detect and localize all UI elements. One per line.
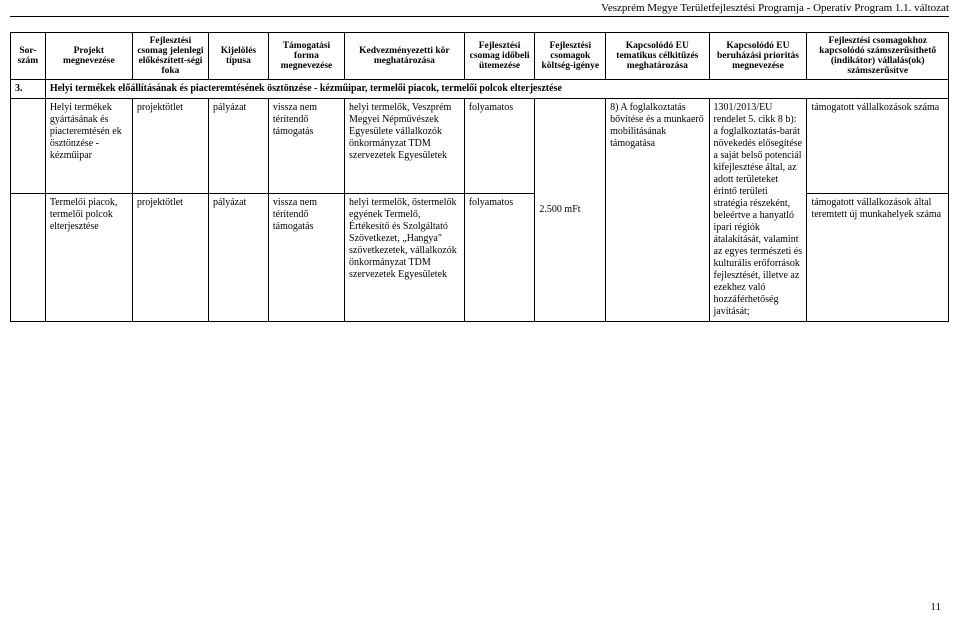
section-title: Helyi termékek előállításának és piacter… xyxy=(45,80,948,99)
cell-idobeli: folyamatos xyxy=(464,193,535,321)
cell-kijeloles: pályázat xyxy=(209,193,269,321)
cell-eu-tematikus-merged: 8) A foglalkoztatás bővítése és a munkae… xyxy=(606,99,709,322)
program-table: Sor-szám Projekt megnevezése Fejlesztési… xyxy=(10,32,949,322)
section-num: 3. xyxy=(11,80,46,99)
col-tamogatasi: Támogatási forma megnevezése xyxy=(268,33,344,80)
col-kijeloles: Kijelölés típusa xyxy=(209,33,269,80)
col-eu-tematikus: Kapcsolódó EU tematikus célkitűzés megha… xyxy=(606,33,709,80)
cell-tamogatasi: vissza nem térítendő támogatás xyxy=(268,99,344,194)
cell-idobeli: folyamatos xyxy=(464,99,535,194)
cell-eu-beruhazasi-merged: 1301/2013/EU rendelet 5. cikk 8 b): a fo… xyxy=(709,99,807,322)
cell-fok: projektötlet xyxy=(132,99,208,194)
cell-projekt: Helyi termékek gyártásának és piacteremt… xyxy=(45,99,132,194)
col-indikator: Fejlesztési csomagokhoz kapcsolódó száms… xyxy=(807,33,949,80)
section-row: 3. Helyi termékek előállításának és piac… xyxy=(11,80,949,99)
col-kedvezmenyezetti: Kedvezményezetti kör meghatározása xyxy=(345,33,465,80)
table-header-row: Sor-szám Projekt megnevezése Fejlesztési… xyxy=(11,33,949,80)
cell-sorszam xyxy=(11,193,46,321)
cell-projekt: Termelői piacok, termelői polcok elterje… xyxy=(45,193,132,321)
col-projekt: Projekt megnevezése xyxy=(45,33,132,80)
table-row: Helyi termékek gyártásának és piacteremt… xyxy=(11,99,949,194)
cell-kedvezmenyezetti: helyi termelők, Veszprém Megyei Népművés… xyxy=(345,99,465,194)
cell-indikator: támogatott vállalkozások száma xyxy=(807,99,949,194)
col-sorszam: Sor-szám xyxy=(11,33,46,80)
page-header: Veszprém Megye Területfejlesztési Progra… xyxy=(10,2,949,17)
cell-koltseg-merged: 2.500 mFt xyxy=(535,99,606,322)
cell-sorszam xyxy=(11,99,46,194)
col-fejlesztesi-fok: Fejlesztési csomag jelenlegi előkészítet… xyxy=(132,33,208,80)
col-eu-beruhazasi: Kapcsolódó EU beruházási prioritás megne… xyxy=(709,33,807,80)
cell-tamogatasi: vissza nem térítendő támogatás xyxy=(268,193,344,321)
cell-fok: projektötlet xyxy=(132,193,208,321)
table-row: Termelői piacok, termelői polcok elterje… xyxy=(11,193,949,321)
cell-kedvezmenyezetti: helyi termelők, őstermelők egyének Terme… xyxy=(345,193,465,321)
page-number: 11 xyxy=(930,601,941,613)
cell-indikator: támogatott vállalkozások által teremtett… xyxy=(807,193,949,321)
col-koltseg: Fejlesztési csomagok költség-igénye xyxy=(535,33,606,80)
header-title: Veszprém Megye Területfejlesztési Progra… xyxy=(601,2,949,14)
cell-kijeloles: pályázat xyxy=(209,99,269,194)
table-container: Sor-szám Projekt megnevezése Fejlesztési… xyxy=(10,32,949,322)
col-idobeli: Fejlesztési csomag időbeli ütemezése xyxy=(464,33,535,80)
